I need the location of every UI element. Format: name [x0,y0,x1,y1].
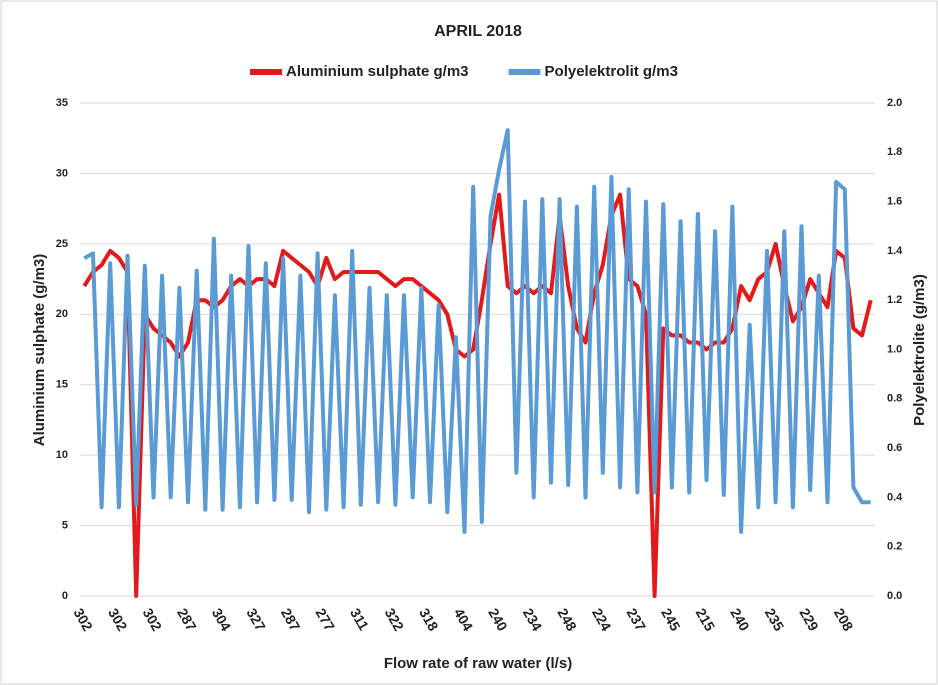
y-tick-label: 15 [56,379,68,391]
y-tick-label: 30 [56,167,68,179]
legend-label: Polyelektrolit g/m3 [545,63,678,80]
y2-tick-label: 1.2 [887,294,902,306]
series-line [83,128,871,534]
y2-tick-label: 2.0 [887,97,902,109]
y2-tick-label: 0.4 [887,491,903,503]
y2-tick-label: 1.8 [887,146,902,158]
y2-tick-label: 0.6 [887,442,902,454]
y2-tick-label: 1.6 [887,196,902,208]
y-axis-title: Aluminium sulphate (g/m3) [31,254,48,447]
y2-axis-title: Polyelektrolite (g/m3) [911,274,928,426]
y-tick-label: 5 [62,519,68,531]
y-tick-label: 25 [56,238,68,250]
y2-tick-label: 0.0 [887,590,902,602]
y2-tick-label: 1.0 [887,343,902,355]
chart-title: APRIL 2018 [434,23,522,40]
legend-label: Aluminium sulphate g/m3 [286,63,469,80]
y2-tick-label: 0.8 [887,393,902,405]
y-tick-label: 20 [56,308,68,320]
y-tick-label: 0 [62,590,68,602]
y-tick-label: 35 [56,97,68,109]
y2-tick-label: 1.4 [887,245,903,257]
y-tick-label: 10 [56,449,68,461]
y2-tick-label: 0.2 [887,541,902,553]
x-axis-title: Flow rate of raw water (l/s) [384,655,572,672]
